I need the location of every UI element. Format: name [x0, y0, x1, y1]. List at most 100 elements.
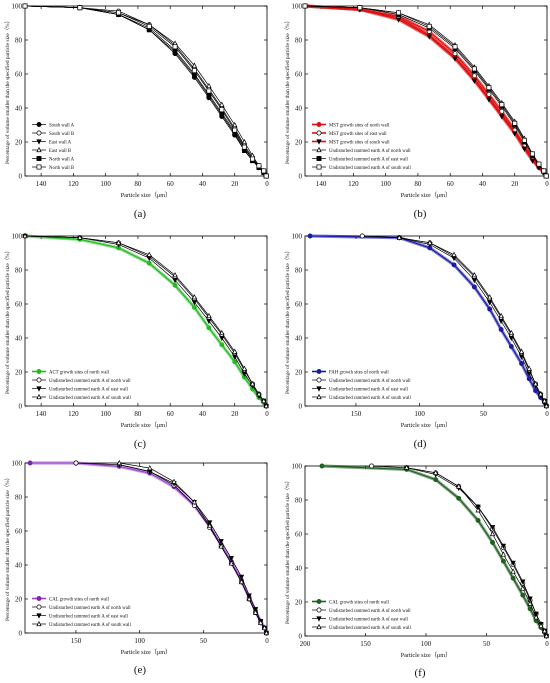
chart-panel-6: 0 20 40 60 80 100 200 150 100 50 0 Particle size（μm…	[284, 462, 549, 679]
y-tick-label: 80	[15, 266, 23, 274]
data-point	[171, 478, 177, 484]
data-point	[206, 318, 212, 325]
data-point	[521, 137, 527, 143]
x-tick-label: 120	[68, 180, 79, 188]
legend-marker	[316, 164, 322, 170]
x-tick-label: 50	[200, 637, 208, 645]
plot-frame	[304, 5, 548, 177]
y-axis-title: Percentage of volume smaller than the sp…	[284, 248, 291, 394]
data-point	[256, 163, 262, 169]
x-tick-label: 0	[545, 180, 549, 188]
data-point	[302, 3, 308, 9]
x-tick-label: 40	[479, 180, 487, 188]
data-point	[77, 234, 83, 240]
data-point	[219, 112, 225, 118]
data-point	[228, 560, 235, 566]
y-tick-label: 0	[19, 629, 23, 637]
legend-label: Undisturbed rammed earth A of south wall	[329, 626, 411, 631]
y-tick-label: 100	[12, 459, 23, 467]
data-point	[319, 463, 325, 469]
y-axis-title: Percentage of volume smaller than the sp…	[4, 18, 11, 164]
data-point	[520, 592, 526, 598]
legend-label: CAL growth sites of north wall	[329, 600, 390, 605]
data-point	[426, 23, 432, 29]
y-tick-label: 20	[295, 368, 303, 376]
data-point	[475, 504, 481, 510]
legend-label: Undisturbed rammed earth A of east wall	[329, 617, 409, 622]
data-point	[191, 62, 198, 68]
legend-label: MST growth sites of north wall	[329, 123, 390, 128]
y-tick-label: 20	[15, 368, 23, 376]
data-point	[487, 306, 493, 312]
chart-panel-3: 0 20 40 60 80 100 140 120 100 80 60 40 20 0 Particle s…	[4, 232, 269, 450]
legend-marker	[36, 620, 42, 627]
y-tick-label: 40	[15, 334, 23, 342]
series-line	[406, 467, 547, 637]
y-tick-label: 0	[299, 402, 303, 410]
data-point	[256, 391, 262, 397]
data-point	[452, 44, 458, 50]
legend: MST growth sites of north wall MST growth…	[312, 122, 411, 171]
legend-label: South wall A	[49, 123, 75, 128]
panel-label: (b)	[414, 208, 427, 220]
data-point	[527, 596, 533, 602]
legend-label: Undisturbed rammed earth A of east wall	[49, 614, 129, 619]
y-axis-title: Percentage of volume smaller than the sp…	[4, 248, 11, 394]
x-tick-label: 40	[199, 180, 207, 188]
data-point	[232, 121, 238, 128]
x-tick-label: 0	[545, 410, 549, 418]
data-point	[532, 380, 539, 387]
panel-label: (a)	[134, 208, 147, 220]
y-tick-label: 100	[292, 232, 303, 240]
legend-marker	[316, 393, 322, 400]
data-point	[147, 465, 153, 471]
data-point	[471, 66, 477, 72]
data-point	[359, 233, 365, 239]
data-point	[541, 168, 547, 174]
data-point	[403, 464, 410, 470]
data-point	[252, 607, 259, 613]
legend-marker	[36, 604, 42, 610]
data-point	[250, 156, 255, 162]
data-point	[526, 371, 532, 377]
legend: South wall A South wall B East wall A East …	[32, 122, 75, 171]
y-tick-label: 60	[295, 300, 303, 308]
legend-marker	[316, 130, 322, 136]
legend-marker	[36, 130, 42, 136]
x-tick-label: 200	[300, 640, 311, 648]
data-point	[471, 284, 477, 290]
y-tick-label: 80	[295, 266, 303, 274]
y-axis-title: Percentage of volume smaller than the sp…	[284, 478, 291, 624]
data-point	[172, 278, 178, 284]
data-point	[475, 517, 481, 523]
legend-marker	[36, 377, 42, 383]
data-point	[518, 354, 525, 360]
data-point	[146, 251, 152, 257]
legend-label: North wall A	[49, 157, 75, 162]
data-point	[172, 282, 178, 288]
legend-marker	[316, 599, 322, 604]
y-tick-label: 80	[15, 493, 23, 501]
x-tick-label: 40	[199, 410, 207, 418]
data-point	[219, 342, 225, 348]
legend-marker	[36, 156, 42, 161]
x-tick-label: 100	[380, 180, 391, 188]
legend-marker	[316, 616, 322, 622]
data-point	[191, 499, 198, 505]
data-point	[257, 619, 264, 625]
x-tick-label: 0	[265, 180, 269, 188]
data-point	[433, 469, 439, 475]
data-point	[232, 348, 238, 354]
data-point	[500, 558, 506, 564]
legend-label: ACT growth sites of north wall	[49, 370, 110, 375]
data-point	[207, 520, 213, 526]
data-point	[537, 391, 544, 397]
data-point	[521, 146, 528, 152]
data-point	[519, 361, 524, 366]
data-point	[207, 522, 213, 529]
chart-panel-5: 0 20 40 60 80 100 150 100 50 0 Particle size（μm） Pe…	[4, 459, 269, 676]
data-point	[191, 73, 197, 79]
y-tick-label: 40	[295, 334, 303, 342]
data-point	[512, 120, 518, 126]
